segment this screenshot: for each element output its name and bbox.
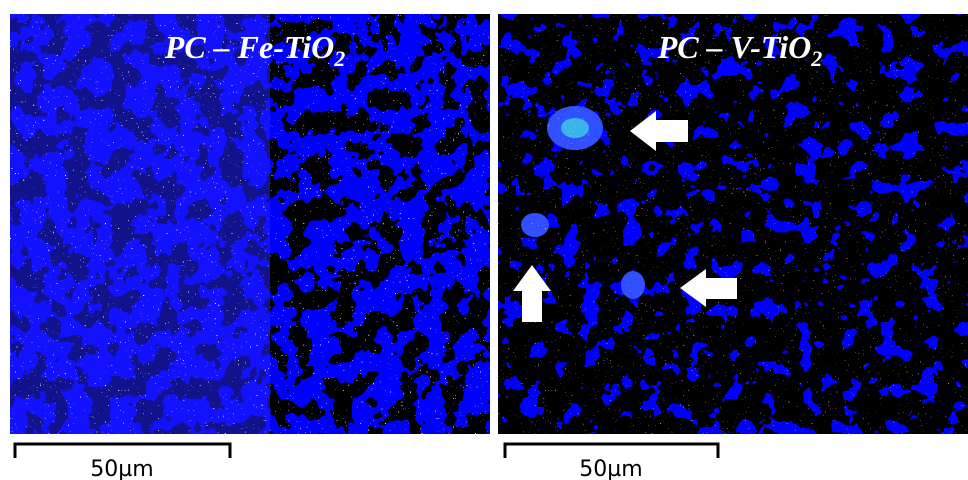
title-subscript: 2: [333, 46, 345, 71]
title-subscript: 2: [810, 46, 822, 71]
scale-bar: [15, 444, 230, 458]
panel-title: PC – Fe-TiO2: [164, 29, 345, 71]
scale-bar-right: 50µm: [505, 444, 718, 480]
scale-bar: [505, 444, 718, 458]
scale-bar-label: 50µm: [579, 457, 642, 480]
page: {"panels": [ {"title": {"main": "PC – Fe…: [0, 0, 968, 480]
scale-bar-label: 50µm: [90, 457, 153, 480]
panel-left: PC – Fe-TiO2: [10, 14, 490, 434]
title-main: PC – V-TiO: [657, 29, 811, 65]
image-speckles: [10, 14, 490, 434]
title-main: PC – Fe-TiO: [164, 29, 334, 65]
scale-bar-left: 50µm: [15, 444, 230, 480]
figure: PC – Fe-TiO2 PC – V-TiO2 50µm 50µm: [0, 0, 968, 480]
panel-title: PC – V-TiO2: [657, 29, 822, 71]
image-speckles: [498, 14, 968, 434]
panel-right: PC – V-TiO2: [498, 14, 968, 434]
